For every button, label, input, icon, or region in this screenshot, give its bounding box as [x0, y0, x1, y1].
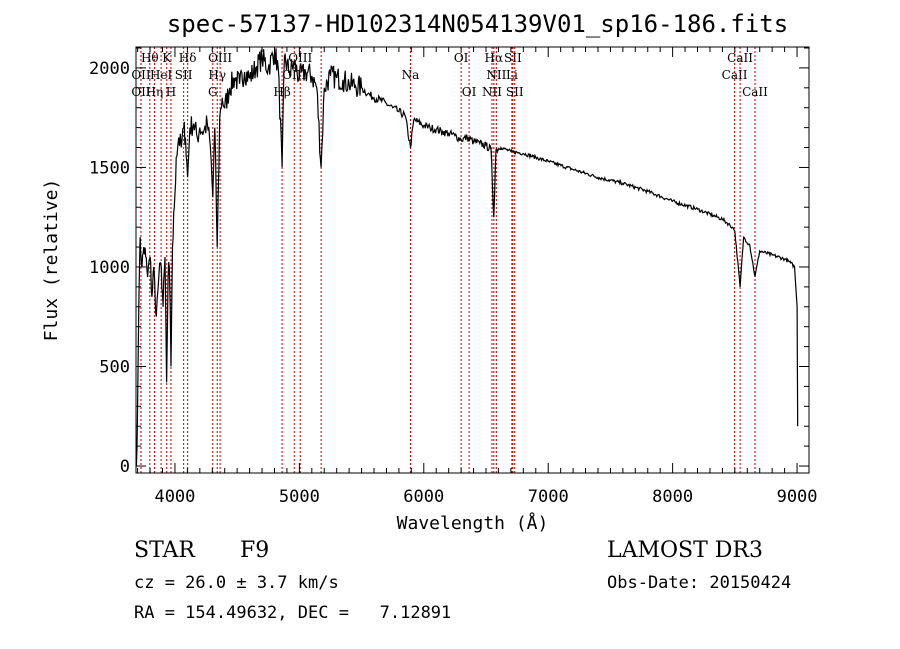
x-axis-label: Wavelength (Å) [397, 512, 549, 534]
line-label: HeI [150, 68, 173, 82]
line-label: OIII [282, 68, 306, 82]
x-tick-label: 9000 [777, 487, 818, 507]
line-label: SII [175, 68, 193, 82]
object-class: STAR [134, 538, 195, 563]
plot-frame [135, 46, 810, 474]
x-tick-label: 6000 [403, 487, 444, 507]
line-label: SII [506, 85, 524, 99]
redshift-readout: cz = 26.0 ± 3.7 km/s [134, 573, 339, 593]
line-label: CaII [727, 51, 753, 65]
y-tick-label: 1000 [89, 258, 130, 278]
y-tick-label: 1500 [89, 158, 130, 178]
line-label: SII [504, 51, 522, 65]
line-label: OI [454, 51, 469, 65]
x-tick-label: 5000 [279, 487, 320, 507]
line-label: OI [462, 85, 477, 99]
coordinates-readout: RA = 154.49632, DEC = 7.12891 [134, 603, 452, 623]
line-label: OIII [208, 51, 232, 65]
survey-name: LAMOST DR3 [607, 538, 763, 563]
line-label: G [208, 85, 218, 99]
line-label: NII [482, 85, 502, 99]
chart-title: spec-57137-HD102314N054139V01_sp16-186.f… [166, 10, 789, 38]
x-tick-label: 4000 [154, 487, 195, 507]
line-label: Li [506, 68, 518, 82]
spectrum-line [135, 48, 799, 467]
line-label: CaII [742, 85, 768, 99]
y-tick-label: 500 [99, 358, 130, 378]
line-label: Hβ [273, 85, 290, 99]
x-tick-label: 7000 [528, 487, 569, 507]
x-tick-label: 8000 [652, 487, 693, 507]
observation-date: Obs-Date: 20150424 [607, 573, 792, 593]
line-label: NII [486, 68, 506, 82]
line-label: Na [402, 68, 420, 82]
y-axis-label: Flux (relative) [41, 179, 62, 342]
line-label: Hθ [141, 51, 159, 65]
line-label: Hδ [179, 51, 197, 65]
line-label: Hα [485, 51, 504, 65]
y-tick-label: 2000 [89, 59, 130, 79]
y-tick-label: 0 [120, 457, 130, 477]
line-label: K [162, 51, 172, 65]
line-label: CaII [722, 68, 748, 82]
subclass: F9 [240, 538, 270, 563]
line-label: H [166, 85, 176, 99]
line-label: Hγ [208, 68, 226, 82]
line-label: Hη [146, 85, 164, 99]
